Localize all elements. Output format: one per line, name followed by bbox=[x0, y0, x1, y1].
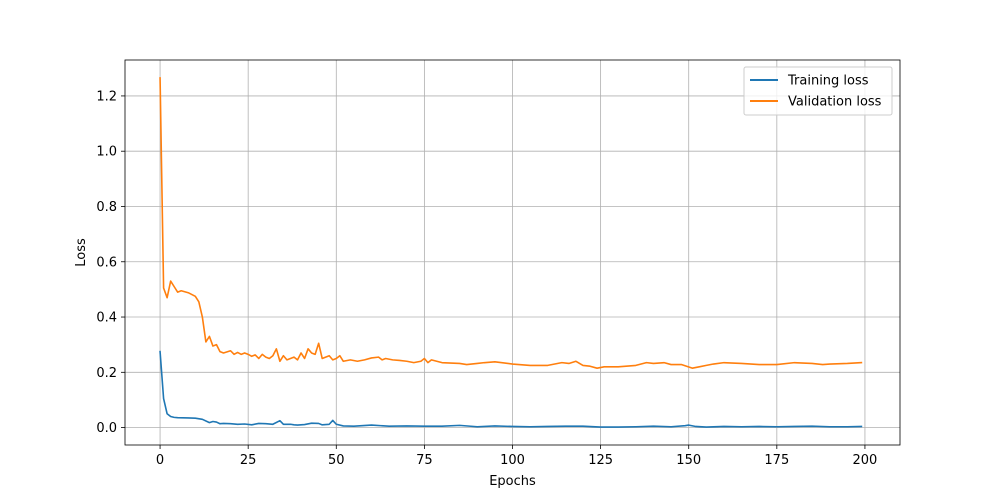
legend: Training loss Validation loss bbox=[743, 66, 893, 116]
y-tick-label: 1.2 bbox=[96, 89, 117, 104]
x-tick-label: 75 bbox=[416, 453, 433, 468]
y-tick-label: 0.6 bbox=[96, 255, 117, 270]
x-tick-label: 25 bbox=[240, 453, 257, 468]
y-tick-label: 1.0 bbox=[96, 145, 117, 160]
x-tick-label: 50 bbox=[328, 453, 345, 468]
x-tick-label: 0 bbox=[156, 453, 164, 468]
y-tick-label: 0.8 bbox=[96, 200, 117, 215]
y-axis-ticks: 0.0 0.2 0.4 0.6 0.8 1.0 1.2 bbox=[96, 89, 125, 436]
gridlines bbox=[125, 60, 900, 445]
x-tick-label: 175 bbox=[764, 453, 789, 468]
x-axis-label: Epochs bbox=[489, 474, 536, 489]
series-layer bbox=[159, 77, 863, 428]
y-tick-label: 0.2 bbox=[96, 366, 117, 381]
x-tick-label: 125 bbox=[588, 453, 613, 468]
y-tick-label: 0.0 bbox=[96, 421, 117, 436]
validation-loss-line bbox=[159, 77, 863, 369]
legend-label-validation: Validation loss bbox=[788, 95, 882, 110]
legend-label-training: Training loss bbox=[787, 74, 869, 89]
y-axis-label: Loss bbox=[74, 238, 89, 267]
x-tick-label: 100 bbox=[500, 453, 525, 468]
y-tick-label: 0.4 bbox=[96, 311, 117, 326]
legend-box bbox=[743, 66, 893, 116]
x-tick-label: 150 bbox=[676, 453, 701, 468]
x-axis-ticks: 0 25 50 75 100 125 150 175 200 bbox=[156, 445, 877, 468]
training-loss-line bbox=[159, 350, 863, 428]
x-tick-label: 200 bbox=[853, 453, 878, 468]
